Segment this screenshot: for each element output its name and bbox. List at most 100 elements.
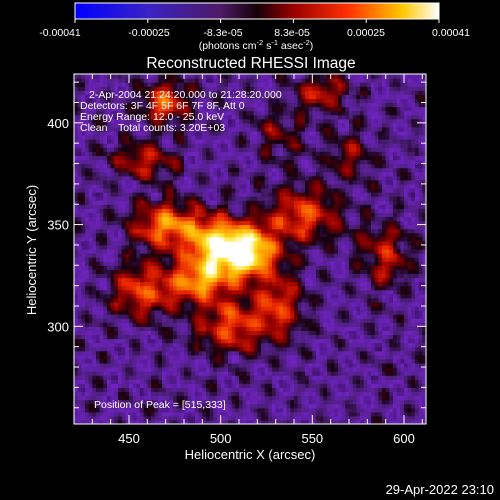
heatmap-cell bbox=[228, 415, 233, 421]
heatmap-cell bbox=[235, 407, 240, 413]
heatmap-cell bbox=[96, 358, 101, 364]
heatmap-cell bbox=[224, 399, 229, 405]
heatmap-cell bbox=[257, 318, 262, 323]
heatmap-cell bbox=[213, 419, 218, 424]
heatmap-cell bbox=[154, 249, 159, 254]
heatmap-cell bbox=[158, 399, 163, 405]
heatmap-cell bbox=[279, 228, 284, 234]
heatmap-cell bbox=[154, 322, 159, 327]
heatmap-cell bbox=[235, 387, 240, 393]
heatmap-cell bbox=[224, 228, 229, 234]
heatmap-cell bbox=[121, 371, 126, 376]
heatmap-cell bbox=[132, 342, 137, 348]
heatmap-cell bbox=[209, 265, 214, 270]
heatmap-cell bbox=[264, 204, 269, 209]
heatmap-cell bbox=[129, 110, 134, 116]
heatmap-cell bbox=[202, 110, 207, 116]
heatmap-cell bbox=[272, 375, 277, 380]
heatmap-cell bbox=[162, 395, 167, 401]
heatmap-cell bbox=[242, 253, 247, 258]
heatmap-cell bbox=[206, 305, 211, 311]
heatmap-cell bbox=[103, 342, 108, 348]
heatmap-cell bbox=[239, 375, 244, 380]
heatmap-cell bbox=[143, 391, 148, 397]
heatmap-cell bbox=[154, 94, 159, 100]
heatmap-cell bbox=[151, 415, 156, 421]
heatmap-cell bbox=[220, 86, 225, 91]
heatmap-cell bbox=[283, 419, 288, 424]
heatmap-cell bbox=[198, 326, 203, 331]
heatmap-cell bbox=[239, 249, 244, 254]
heatmap-cell bbox=[184, 163, 189, 169]
heatmap-cell bbox=[220, 407, 225, 413]
heatmap-cell bbox=[213, 167, 218, 173]
heatmap-cell bbox=[107, 167, 112, 173]
heatmap-cell bbox=[77, 415, 82, 421]
heatmap-cell bbox=[74, 338, 79, 344]
heatmap-cell bbox=[195, 403, 200, 409]
heatmap-cell bbox=[184, 126, 189, 132]
heatmap-cell bbox=[114, 399, 119, 405]
heatmap-cell bbox=[246, 90, 251, 95]
heatmap-cell bbox=[235, 305, 240, 311]
heatmap-cell bbox=[154, 139, 159, 144]
heatmap-cell bbox=[162, 118, 167, 124]
heatmap-cell bbox=[272, 297, 277, 303]
heatmap-cell bbox=[143, 216, 148, 222]
heatmap-cell bbox=[169, 257, 174, 262]
heatmap-cell bbox=[198, 106, 203, 112]
heatmap-cell bbox=[272, 135, 277, 140]
heatmap-cell bbox=[180, 407, 185, 413]
heatmap-cell bbox=[231, 122, 236, 128]
heatmap-cell bbox=[118, 122, 123, 128]
heatmap-cell bbox=[217, 281, 222, 287]
heatmap-cell bbox=[187, 415, 192, 421]
heatmap-cell bbox=[239, 367, 244, 372]
heatmap-cell bbox=[125, 362, 130, 368]
heatmap-cell bbox=[173, 200, 178, 205]
heatmap-cell bbox=[279, 187, 284, 193]
heatmap-cell bbox=[272, 338, 277, 344]
heatmap-cell bbox=[250, 379, 255, 384]
heatmap-cell bbox=[147, 277, 152, 283]
heatmap-cell bbox=[209, 139, 214, 144]
heatmap-cell bbox=[239, 330, 244, 336]
heatmap-cell bbox=[202, 196, 207, 201]
heatmap-cell bbox=[114, 143, 119, 148]
heatmap-cell bbox=[268, 78, 273, 83]
heatmap-cell bbox=[118, 281, 123, 287]
heatmap-cell bbox=[96, 277, 101, 283]
heatmap-cell bbox=[77, 261, 82, 266]
heatmap-cell bbox=[275, 200, 280, 205]
heatmap-cell bbox=[136, 383, 141, 388]
heatmap-cell bbox=[272, 130, 277, 136]
heatmap-cell bbox=[187, 126, 192, 132]
heatmap-cell bbox=[231, 334, 236, 340]
heatmap-cell bbox=[132, 171, 137, 177]
heatmap-cell bbox=[132, 106, 137, 112]
heatmap-cell bbox=[246, 330, 251, 336]
heatmap-cell bbox=[257, 338, 262, 344]
heatmap-cell bbox=[261, 139, 266, 144]
heatmap-cell bbox=[81, 240, 86, 246]
heatmap-cell bbox=[239, 354, 244, 360]
heatmap-cell bbox=[250, 371, 255, 376]
heatmap-cell bbox=[74, 175, 79, 181]
heatmap-cell bbox=[88, 224, 93, 230]
heatmap-cell bbox=[187, 200, 192, 205]
heatmap-cell bbox=[184, 244, 189, 250]
heatmap-cell bbox=[173, 326, 178, 331]
heatmap-cell bbox=[272, 277, 277, 283]
heatmap-cell bbox=[231, 367, 236, 372]
heatmap-cell bbox=[235, 94, 240, 100]
heatmap-cell bbox=[184, 171, 189, 177]
heatmap-cell bbox=[158, 305, 163, 311]
heatmap-cell bbox=[253, 322, 258, 327]
heatmap-cell bbox=[231, 155, 236, 161]
heatmap-cell bbox=[77, 98, 82, 104]
heatmap-cell bbox=[151, 379, 156, 384]
heatmap-cell bbox=[162, 273, 167, 279]
heatmap-cell bbox=[107, 155, 112, 161]
heatmap-cell bbox=[158, 167, 163, 173]
heatmap-cell bbox=[125, 261, 130, 266]
